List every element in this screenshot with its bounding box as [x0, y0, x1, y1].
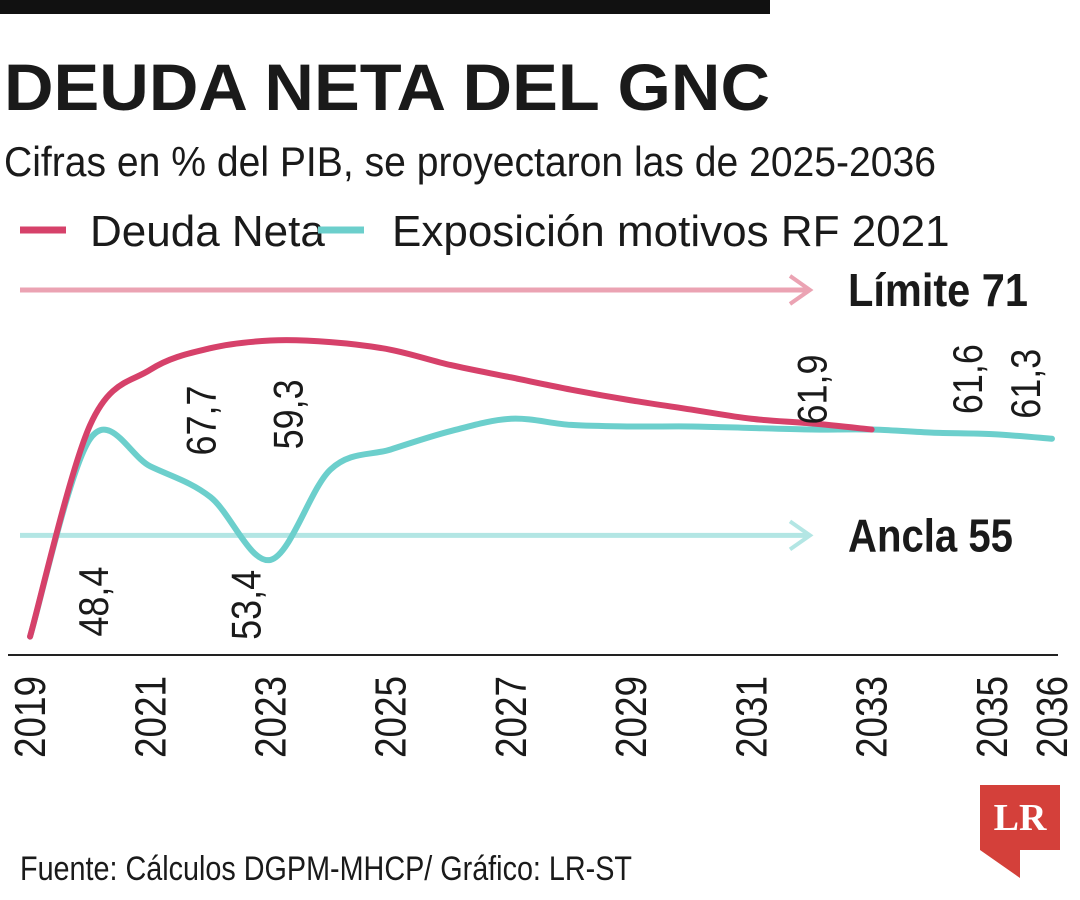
logo: LR: [980, 785, 1060, 878]
legend-label: Exposición motivos RF 2021: [392, 207, 950, 256]
logo-text: LR: [994, 797, 1047, 839]
x-tick-label: 2031: [727, 676, 776, 758]
top-bar: [0, 0, 770, 14]
reference-label: Límite 71: [848, 264, 1028, 316]
legend: Deuda Neta Exposición motivos RF 2021: [20, 207, 950, 256]
x-tick-label: 2035: [968, 676, 1017, 758]
x-tick-label: 2036: [1028, 676, 1077, 758]
series-line: [27, 337, 875, 640]
legend-label: Deuda Neta: [90, 207, 325, 256]
x-tick-label: 2025: [367, 676, 416, 758]
x-tick-label: 2033: [848, 676, 897, 758]
data-label: 59,3: [265, 379, 312, 449]
plot-area: Límite 71 Ancla 55 48,4 67,7 61,9 53,4 59,3 61,…: [20, 264, 1055, 640]
x-tick-label: 2027: [487, 676, 536, 758]
data-label: 53,4: [223, 570, 270, 640]
reference-label: Ancla 55: [848, 509, 1013, 561]
x-tick-label: 2029: [607, 676, 656, 758]
chart-subtitle: Cifras en % del PIB, se proyectaron las …: [4, 138, 936, 185]
x-tick-label: 2021: [126, 676, 175, 758]
reference-arrow: [788, 519, 814, 551]
logo-shape: [980, 785, 1060, 878]
x-tick-label: 2019: [6, 676, 55, 758]
data-label: 67,7: [178, 386, 225, 456]
data-label: 48,4: [70, 567, 117, 637]
reference-arrow: [788, 274, 814, 306]
x-tick-label: 2023: [247, 676, 296, 758]
source: Fuente: Cálculos DGPM-MHCP/ Gráfico: LR-…: [20, 850, 632, 888]
chart-title: DEUDA NETA DEL GNC: [4, 50, 770, 124]
data-label: 61,6: [944, 344, 991, 414]
data-label: 61,9: [789, 355, 836, 425]
data-label: 61,3: [1002, 349, 1049, 419]
